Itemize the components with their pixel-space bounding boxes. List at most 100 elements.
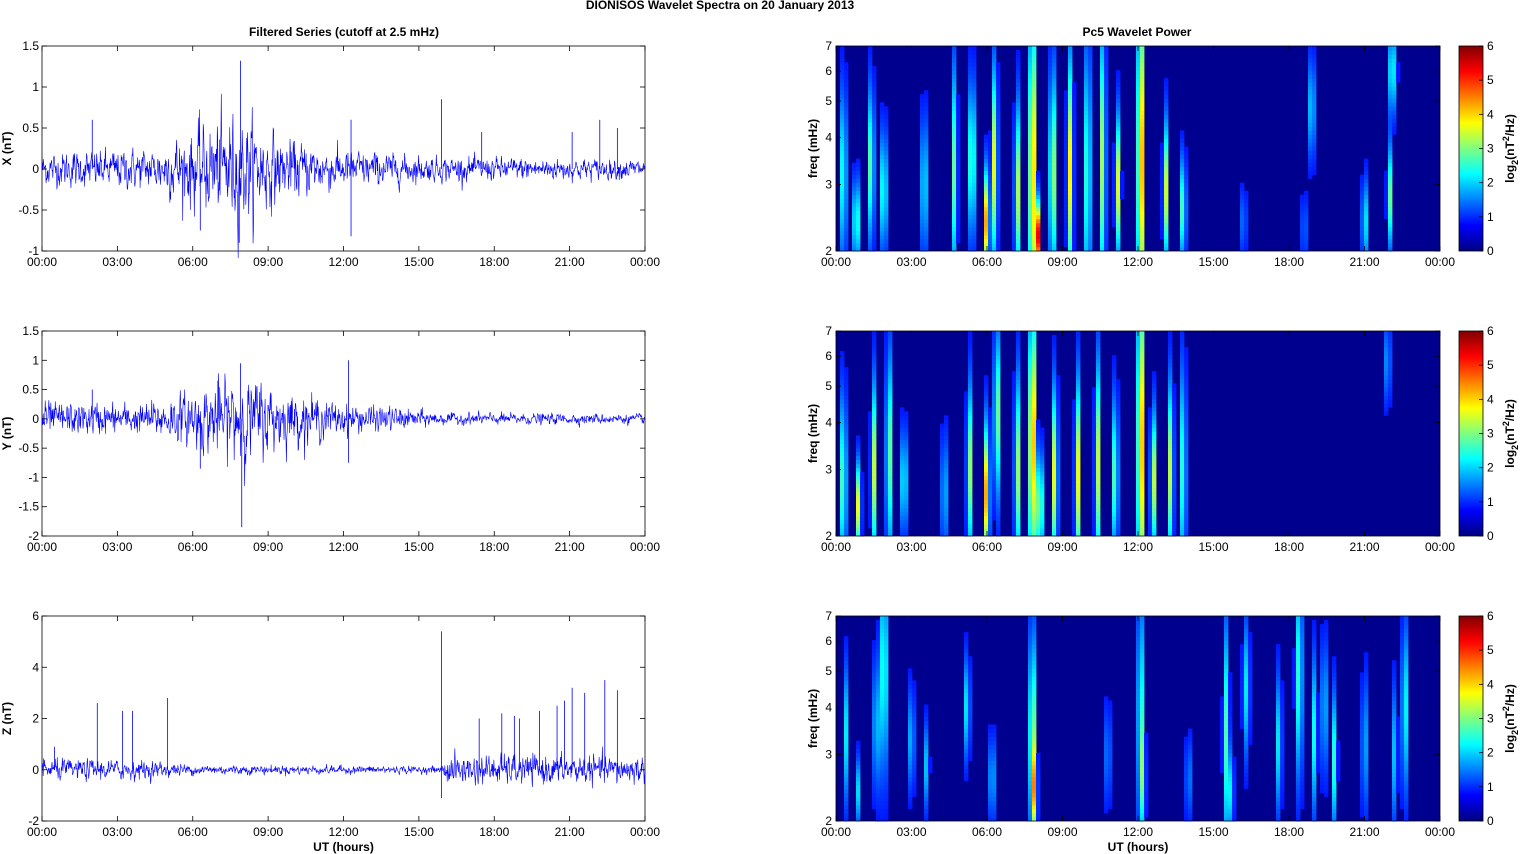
heatmap-cell	[1104, 764, 1109, 770]
heatmap-cell	[1168, 435, 1173, 440]
heatmap-cell	[1088, 138, 1093, 143]
heatmap-cell	[1364, 222, 1369, 228]
heatmap-cell	[992, 479, 997, 485]
heatmap-cell	[904, 495, 909, 501]
heatmap-cell	[1072, 511, 1077, 517]
heatmap-cell	[1160, 222, 1165, 228]
heatmap-cell	[1168, 431, 1173, 436]
heatmap-cell	[1028, 411, 1033, 416]
heatmap-cell	[872, 154, 877, 159]
heatmap-cell	[912, 740, 917, 746]
heatmap-cell	[852, 166, 857, 172]
heatmap-cell	[1036, 499, 1041, 505]
heatmap-cell	[1312, 812, 1317, 818]
heatmap-cell	[1300, 238, 1305, 244]
heatmap-cell	[1396, 784, 1401, 790]
heatmap-cell	[1360, 800, 1365, 806]
heatmap-cell	[1100, 246, 1105, 252]
heatmap-cell	[964, 491, 969, 497]
heatmap-cell	[940, 507, 945, 513]
heatmap-cell	[1144, 780, 1149, 786]
heatmap-cell	[1012, 455, 1017, 461]
heatmap-cell	[912, 716, 917, 721]
heatmap-cell	[1016, 399, 1021, 404]
heatmap-cell	[1048, 158, 1053, 163]
heatmap-cell	[988, 495, 993, 501]
heatmap-cell	[1296, 792, 1301, 798]
heatmap-cell	[1392, 816, 1397, 822]
colorbar-label: log2(nT2/Hz)	[1501, 399, 1520, 468]
heatmap-cell	[1032, 475, 1037, 481]
heatmap-cell	[1108, 772, 1113, 778]
heatmap-cell	[1112, 531, 1117, 537]
heatmap-cell	[1312, 122, 1317, 127]
heatmap-cell	[856, 796, 861, 802]
heatmap-cell	[1392, 768, 1397, 774]
heatmap-cell	[952, 118, 957, 123]
heatmap-cell	[844, 740, 849, 746]
heatmap-cell	[1232, 808, 1237, 814]
heatmap-cell	[904, 447, 909, 452]
heatmap-cell	[1052, 423, 1057, 428]
heatmap-cell	[1112, 359, 1117, 364]
heatmap-cell	[996, 343, 1001, 348]
heatmap-cell	[1384, 202, 1389, 208]
heatmap-cell	[1172, 403, 1177, 408]
heatmap-cell	[1184, 736, 1189, 742]
heatmap-cell	[1092, 411, 1097, 416]
heatmap-cell	[1304, 218, 1309, 224]
heatmap-cell	[1036, 792, 1041, 798]
heatmap-cell	[1152, 527, 1157, 533]
heatmap-cell	[1304, 194, 1309, 200]
heatmap-cell	[992, 379, 997, 384]
heatmap-cell	[992, 66, 997, 71]
heatmap-cell	[1032, 379, 1037, 384]
heatmap-cell	[1048, 218, 1053, 224]
heatmap-cell	[1116, 459, 1121, 465]
heatmap-cell	[880, 162, 885, 167]
heatmap-cell	[924, 130, 929, 135]
heatmap-cell	[1084, 246, 1089, 252]
heatmap-cell	[840, 475, 845, 481]
heatmap-cell	[844, 142, 849, 147]
heatmap-cell	[1092, 395, 1097, 400]
heatmap-cell	[1180, 186, 1185, 192]
heatmap-cell	[1140, 146, 1145, 151]
heatmap-cell	[940, 435, 945, 440]
heatmap-cell	[1016, 391, 1021, 396]
heatmap-cell	[1068, 66, 1073, 71]
heatmap-cell	[1184, 752, 1189, 758]
heatmap-cell	[1052, 54, 1057, 59]
heatmap-cell	[1036, 218, 1041, 224]
heatmap-cell	[1072, 499, 1077, 505]
heatmap-cell	[952, 202, 957, 208]
heatmap-cell	[972, 234, 977, 240]
heatmap-cell	[996, 459, 1001, 465]
heatmap-cell	[992, 182, 997, 188]
heatmap-cell	[1384, 335, 1389, 340]
heatmap-cell	[992, 198, 997, 204]
heatmap-cell	[1228, 760, 1233, 766]
heatmap-cell	[1056, 387, 1061, 392]
heatmap-cell	[1396, 788, 1401, 794]
heatmap-cell	[1140, 487, 1145, 493]
heatmap-cell	[1036, 788, 1041, 794]
heatmap-cell	[1180, 226, 1185, 232]
heatmap-cell	[1100, 130, 1105, 135]
heatmap-cell	[900, 495, 905, 501]
heatmap-cell	[856, 166, 861, 172]
heatmap-cell	[952, 142, 957, 147]
heatmap-cell	[844, 98, 849, 103]
heatmap-cell	[1100, 146, 1105, 151]
heatmap-cell	[1104, 796, 1109, 802]
heatmap-cell	[884, 226, 889, 232]
heatmap-cell	[1228, 772, 1233, 778]
spectrum-panel-x: 00:00 03:00 06:00 09:00 12:00 15:00 18:00 21:00…	[806, 39, 1520, 269]
heatmap-cell	[1396, 776, 1401, 782]
heatmap-cell	[1184, 186, 1189, 192]
heatmap-cell	[1068, 142, 1073, 147]
heatmap-cell	[920, 114, 925, 119]
heatmap-cell	[1088, 130, 1093, 135]
heatmap-cell	[1028, 142, 1033, 147]
heatmap-cell	[860, 491, 865, 497]
